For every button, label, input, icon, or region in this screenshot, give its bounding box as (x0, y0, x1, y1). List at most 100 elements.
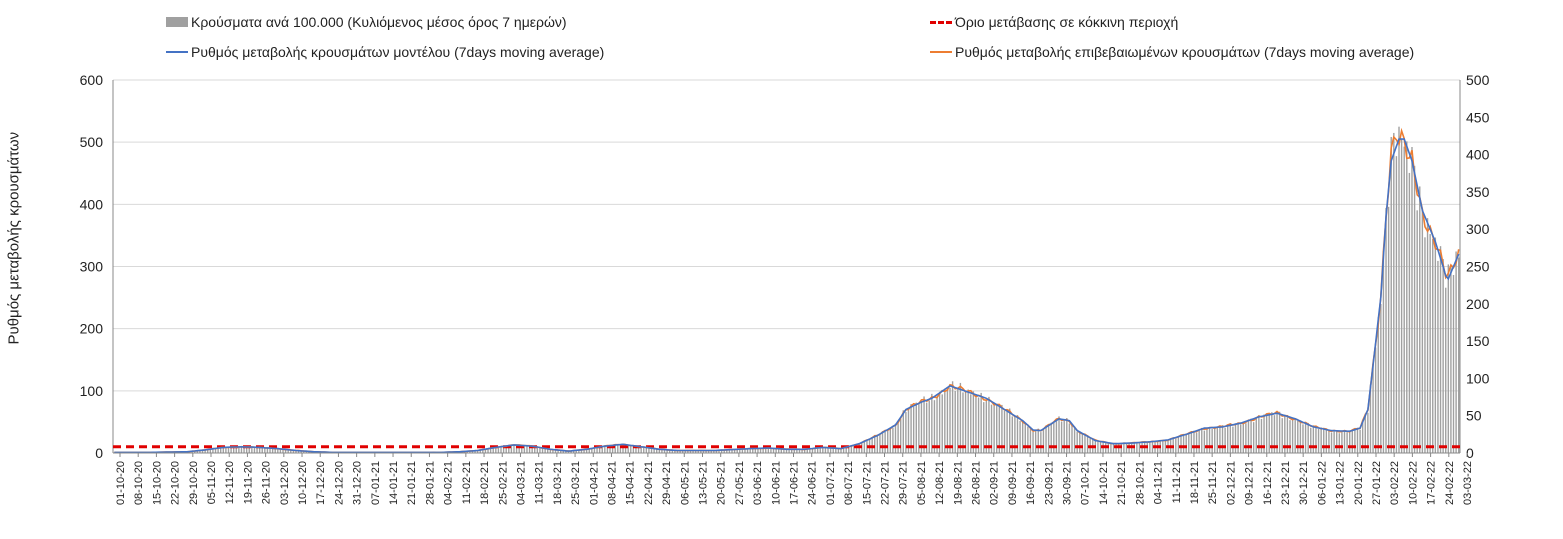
bar (1221, 425, 1224, 453)
x-tick-label: 28-01-21 (424, 461, 436, 505)
bar (1291, 417, 1294, 453)
model-series-line (114, 138, 1460, 454)
bar (1073, 426, 1076, 453)
bar (243, 446, 245, 453)
bar (1066, 418, 1068, 453)
bar (983, 402, 985, 453)
bar (778, 448, 780, 453)
y-right-tick-label: 350 (1466, 184, 1490, 200)
bar (977, 397, 980, 453)
bar (238, 447, 240, 453)
bar (1252, 422, 1255, 453)
bar (1258, 415, 1260, 453)
bar (1201, 427, 1203, 453)
bar (850, 446, 853, 453)
bar (557, 450, 559, 453)
bar (1019, 420, 1021, 453)
bar (1239, 424, 1242, 453)
y-right-tick-label: 450 (1466, 109, 1490, 125)
bar (1445, 287, 1447, 453)
bar (663, 449, 666, 453)
bar (1317, 428, 1320, 453)
x-tick-label: 16-09-21 (1025, 461, 1037, 505)
bar (1006, 410, 1008, 453)
bar (1268, 414, 1270, 453)
bar (1341, 430, 1343, 453)
bar (863, 441, 866, 453)
bar (1214, 426, 1216, 453)
bar (676, 450, 679, 453)
x-tick-label: 03-03-22 (1462, 461, 1474, 505)
bar (1037, 428, 1039, 453)
x-tick-label: 10-02-22 (1407, 461, 1419, 505)
x-tick-label: 05-08-21 (916, 461, 928, 505)
bar (874, 434, 876, 453)
bar (1271, 412, 1273, 453)
bar (944, 388, 946, 453)
bar (606, 445, 609, 453)
bar (694, 450, 697, 453)
bar (526, 445, 528, 453)
bar (759, 448, 762, 453)
bar (575, 450, 577, 453)
bar (572, 450, 575, 453)
bar (617, 444, 619, 453)
bar (1390, 136, 1392, 453)
bar (487, 449, 489, 453)
y-left-tick-label: 600 (80, 72, 104, 88)
bar (1265, 414, 1268, 453)
bar (1203, 430, 1206, 453)
bar (554, 449, 557, 453)
bar (1011, 416, 1013, 453)
bar (471, 450, 474, 453)
bar (1053, 422, 1055, 453)
bar (196, 450, 199, 453)
bar (936, 396, 938, 453)
x-tick-label: 03-06-21 (752, 461, 764, 505)
bar (996, 403, 998, 453)
bar (1071, 424, 1073, 453)
bar (705, 450, 707, 453)
bar (580, 450, 583, 453)
bar (925, 402, 928, 453)
bar (1354, 428, 1356, 453)
bar (1234, 423, 1237, 453)
bar (635, 446, 637, 453)
bar (689, 450, 692, 453)
bar (806, 449, 808, 453)
bar (964, 390, 967, 453)
legend-confirmed-label: Ρυθμός μεταβολής επιβεβαιωμένων κρουσμάτ… (955, 44, 1415, 60)
bar (1299, 420, 1302, 453)
bar (785, 449, 788, 453)
bar (902, 410, 904, 453)
bar (941, 394, 943, 453)
bar (624, 444, 627, 453)
bar (1177, 436, 1180, 453)
bar (1029, 426, 1032, 453)
bar (681, 450, 684, 453)
bar (1110, 443, 1112, 453)
bar (508, 445, 510, 453)
bar (661, 449, 663, 453)
bar (918, 402, 920, 453)
bar (1297, 420, 1299, 453)
bar (827, 447, 829, 453)
bar (1040, 432, 1042, 453)
bar (1421, 208, 1424, 453)
bar (1224, 428, 1226, 453)
bar (733, 449, 736, 453)
bar (279, 448, 282, 453)
x-tick-label: 25-02-21 (497, 461, 509, 505)
bar (222, 447, 225, 453)
legend-bar-swatch (166, 17, 188, 27)
x-tick-label: 25-03-21 (570, 461, 582, 505)
x-tick-label: 27-01-22 (1371, 461, 1383, 505)
bar (207, 449, 209, 453)
bar (531, 446, 533, 453)
bar (1442, 259, 1444, 453)
bar (297, 450, 300, 453)
bar (772, 448, 775, 453)
bar (899, 419, 902, 453)
bar (811, 448, 814, 453)
bar (549, 449, 552, 453)
